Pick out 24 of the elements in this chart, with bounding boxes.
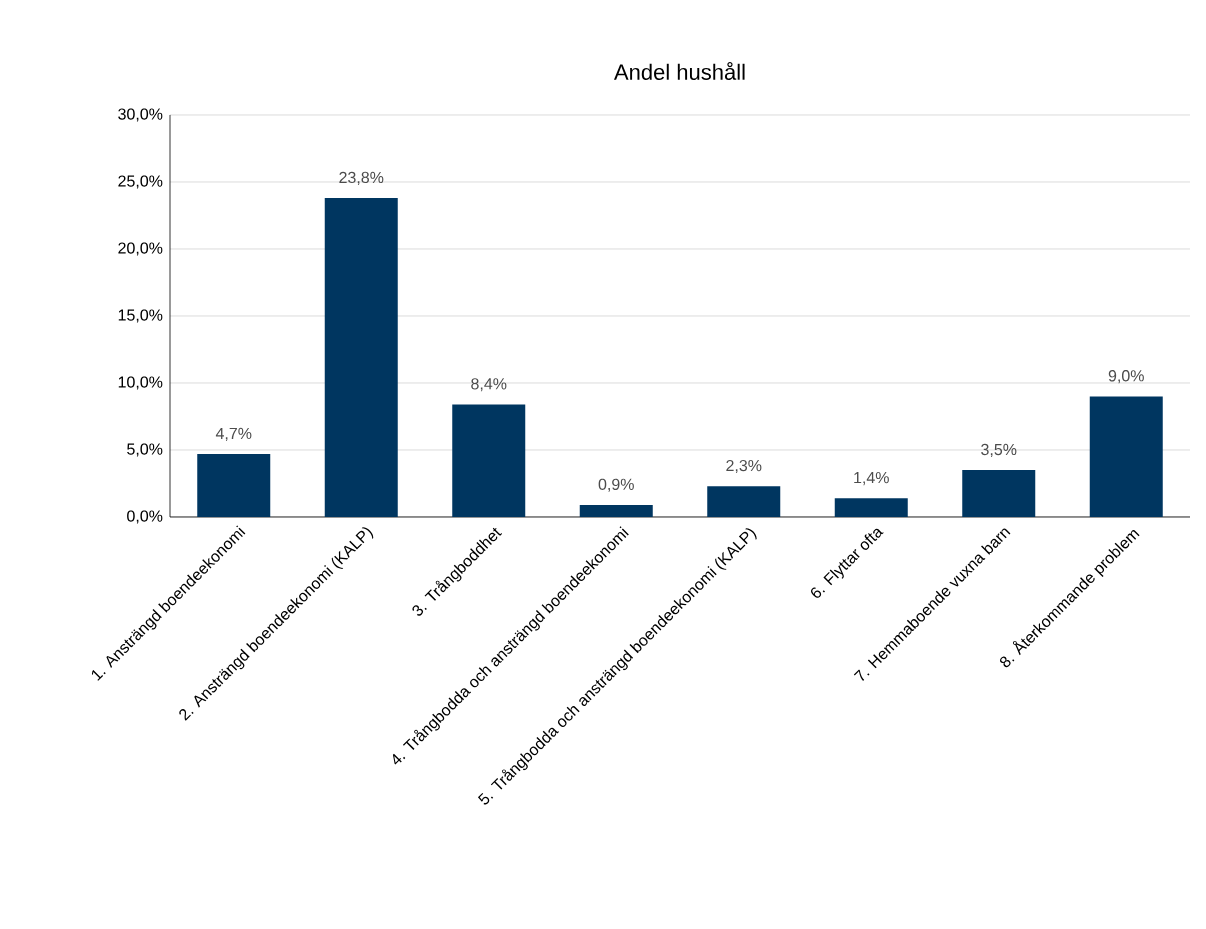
bar (452, 404, 526, 517)
bar (1089, 396, 1163, 517)
bar (579, 504, 653, 517)
y-tick-label: 15,0% (118, 309, 163, 323)
bar (834, 498, 908, 517)
data-label: 2,3% (726, 459, 762, 474)
y-tick-label: 30,0% (118, 108, 163, 122)
bar (197, 454, 271, 517)
data-label: 4,7% (215, 427, 252, 441)
bar (324, 198, 398, 517)
data-label: 8,4% (471, 378, 507, 392)
y-tick-label: 0,0% (127, 510, 163, 524)
chart-title: Andel hushåll (613, 61, 745, 80)
data-label: 1,4% (854, 472, 889, 486)
data-label: 0,9% (598, 478, 634, 492)
data-label: 9,0% (1108, 370, 1144, 384)
data-label: 3,5% (981, 443, 1017, 458)
y-tick-label: 5,0% (127, 443, 163, 457)
y-tick-label: 10,0% (118, 376, 163, 390)
y-tick-label: 20,0% (118, 242, 163, 256)
bar (962, 470, 1036, 517)
y-tick-label: 25,0% (118, 175, 163, 189)
bar (707, 486, 781, 517)
data-label: 23,8% (339, 171, 384, 185)
